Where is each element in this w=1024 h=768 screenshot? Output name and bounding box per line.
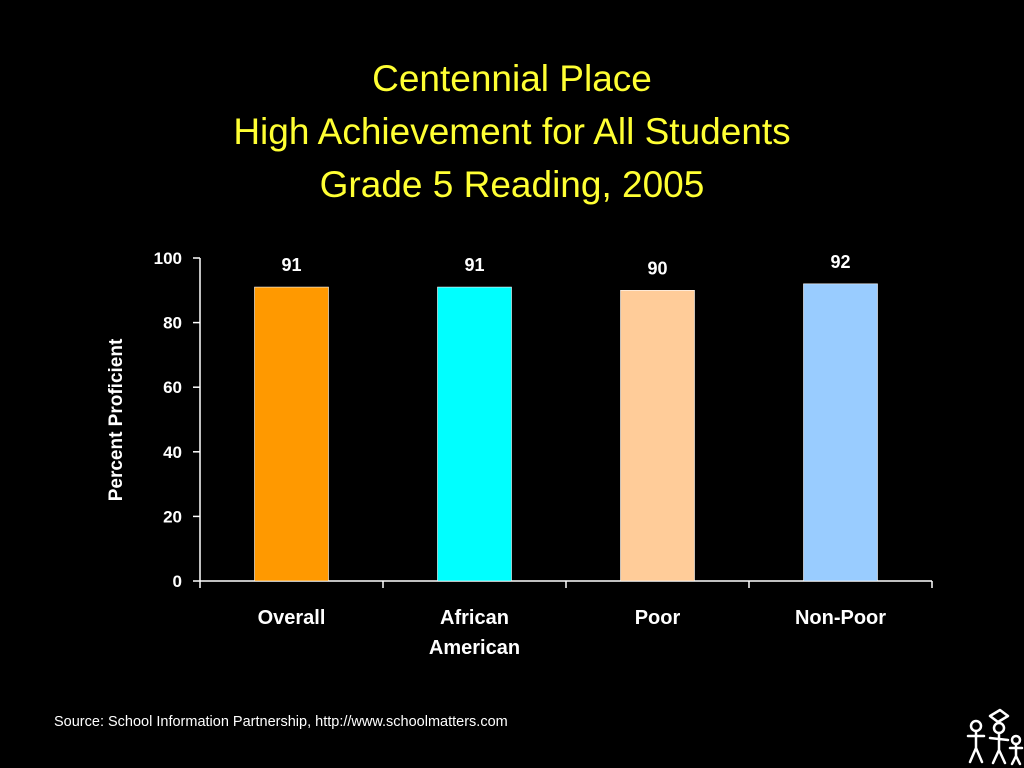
bar — [437, 286, 512, 582]
bar-value-label: 91 — [464, 255, 484, 275]
bar — [803, 283, 878, 582]
data-labels: 91 91 90 92 — [281, 252, 850, 278]
x-tick-label: American — [429, 637, 520, 659]
children-logo-icon — [966, 708, 1024, 766]
y-tick-label: 100 — [154, 249, 182, 268]
bar-value-label: 90 — [647, 258, 667, 278]
bar-value-label: 92 — [830, 252, 850, 272]
y-axis-label: Percent Proficient — [106, 338, 127, 501]
y-tick-label: 80 — [163, 314, 182, 333]
y-tick-label: 0 — [173, 572, 182, 591]
y-tick-label: 60 — [163, 378, 182, 397]
x-axis: Overall African American Poor Non-Poor — [199, 580, 933, 659]
x-tick-label: African — [440, 607, 509, 629]
chart-title: Centennial Place High Achievement for Al… — [0, 52, 1024, 211]
y-axis: 0 20 40 60 80 100 — [154, 249, 201, 591]
x-tick-label: Non-Poor — [795, 607, 886, 629]
bar-chart: 0 20 40 60 80 100 Overall African American Poor N… — [106, 249, 933, 659]
title-line-2: High Achievement for All Students — [233, 111, 791, 152]
title-line-1: Centennial Place — [372, 58, 652, 99]
x-tick-label: Poor — [635, 607, 681, 629]
bar — [254, 286, 329, 582]
x-tick-label: Overall — [258, 607, 326, 629]
title-line-3: Grade 5 Reading, 2005 — [319, 164, 705, 205]
y-tick-label: 40 — [163, 443, 182, 462]
bars — [254, 283, 878, 582]
source-note: Source: School Information Partnership, … — [54, 714, 508, 730]
bar-value-label: 91 — [281, 255, 301, 275]
bar — [620, 289, 695, 582]
y-tick-label: 20 — [163, 507, 182, 526]
